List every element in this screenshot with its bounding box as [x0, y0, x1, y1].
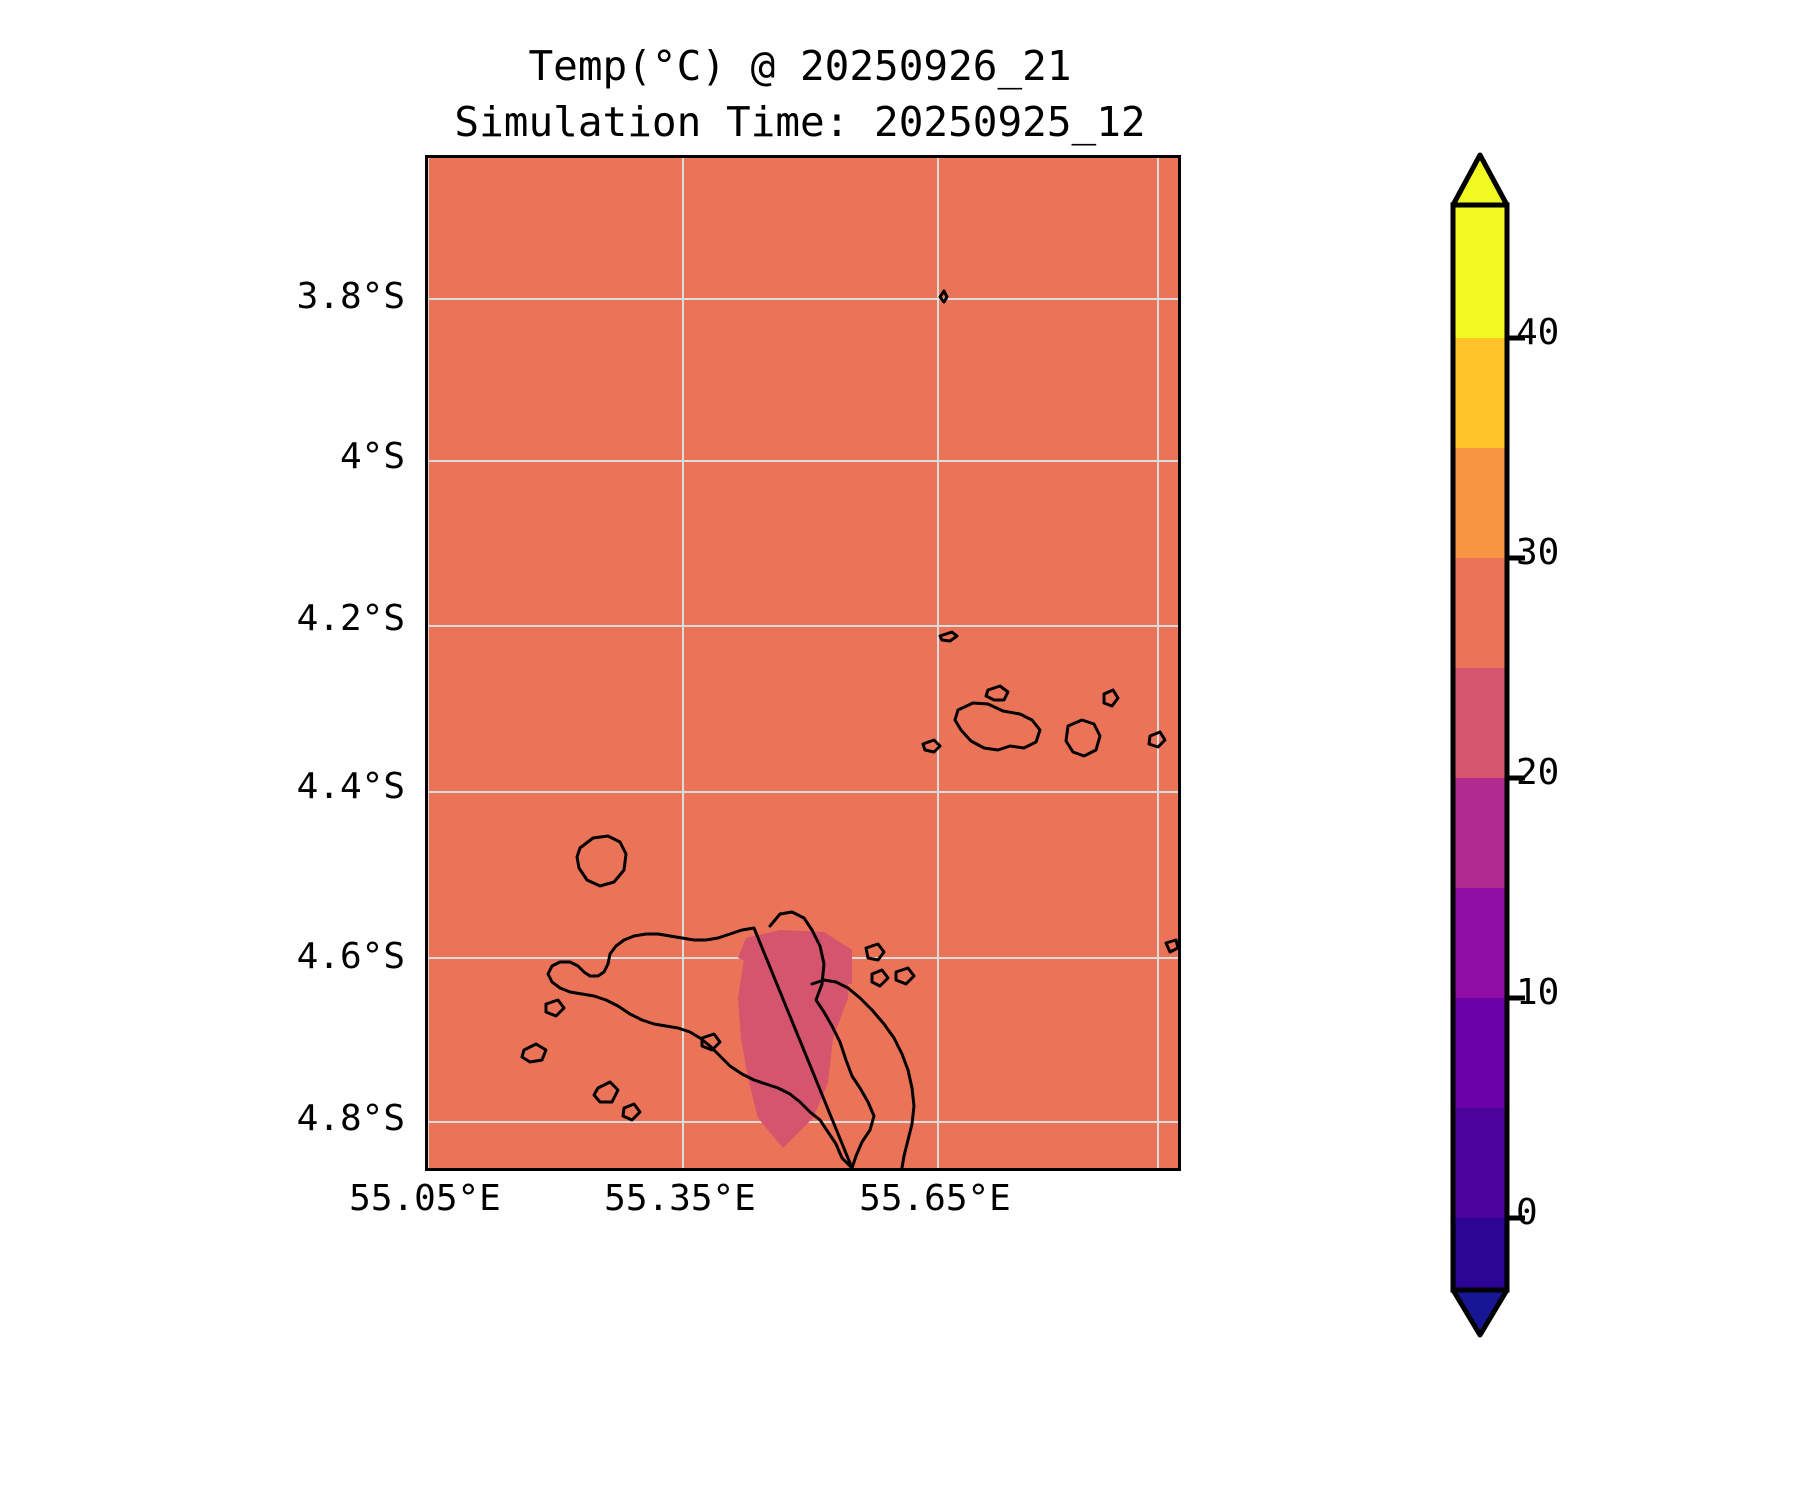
colorbar-tick-label-0: 0 — [1516, 1192, 1538, 1233]
colorbar-ticks — [1507, 335, 1525, 1221]
map-axes — [425, 155, 1181, 1171]
colorbar-gradient — [1450, 152, 1525, 1338]
coastlines — [520, 289, 1178, 1168]
map-plot-area — [428, 158, 1178, 1168]
colorbar-tick-label-20: 20 — [1516, 752, 1560, 793]
chart-title: Temp(°C) @ 20250926_21 Simulation Time: … — [425, 38, 1175, 150]
ytick-label-4-8-s: 4.8°S — [296, 1098, 405, 1139]
xtick-label-55-05-e: 55.05°E — [349, 1178, 501, 1219]
ytick-label-4-6-s: 4.6°S — [296, 936, 405, 977]
colorbar-over-arrow — [1450, 152, 1510, 208]
colorbar-tick-label-40: 40 — [1516, 312, 1560, 353]
colorbar-tick-label-10: 10 — [1516, 972, 1560, 1013]
colorbar-bands — [1453, 205, 1507, 1290]
colorbar: 40 30 20 10 0 — [1420, 150, 1720, 1340]
ytick-label-3-8-s: 3.8°S — [296, 276, 405, 317]
chart-title-line-2: Simulation Time: 20250925_12 — [454, 98, 1146, 146]
temperature-field — [428, 158, 1178, 1168]
colorbar-under-arrow — [1450, 1287, 1510, 1338]
xtick-label-55-35-e: 55.35°E — [604, 1178, 756, 1219]
xtick-label-55-65-e: 55.65°E — [859, 1178, 1011, 1219]
ytick-label-4-4-s: 4.4°S — [296, 766, 405, 807]
colorbar-tick-label-30: 30 — [1516, 532, 1560, 573]
ytick-label-4-2-s: 4.2°S — [296, 598, 405, 639]
chart-title-line-1: Temp(°C) @ 20250926_21 — [528, 42, 1072, 90]
ytick-label-4-s: 4°S — [339, 436, 405, 477]
